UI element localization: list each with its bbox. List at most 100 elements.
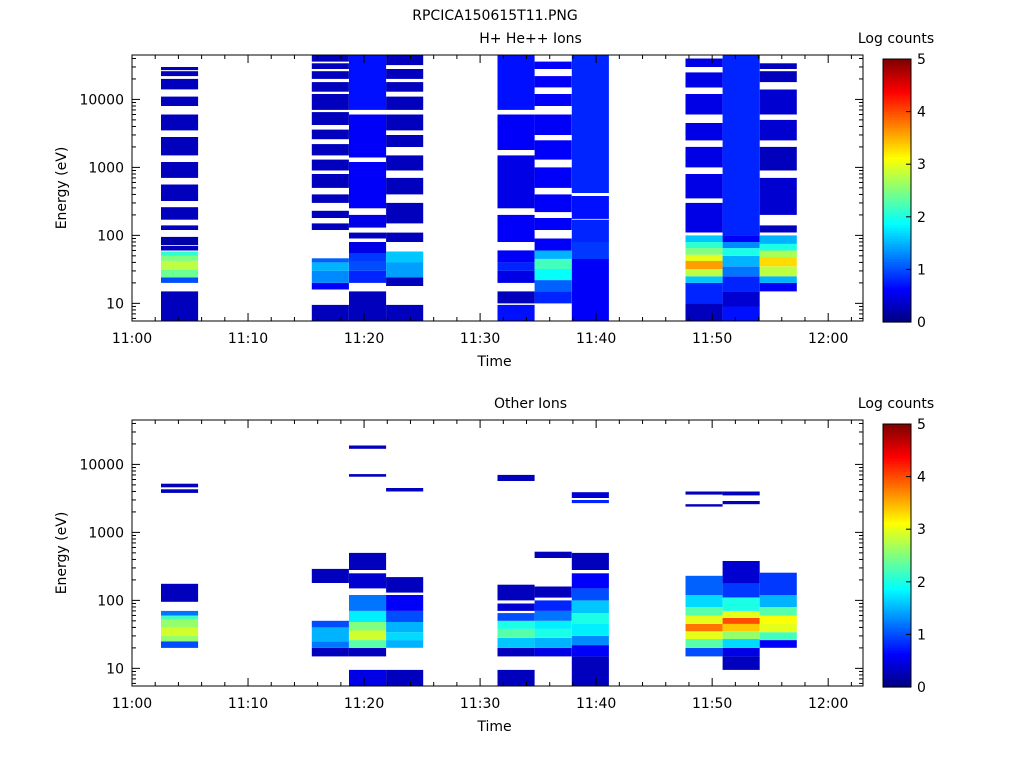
colorbar-swatch bbox=[883, 426, 911, 430]
heatmap-cell bbox=[161, 255, 199, 261]
colorbar-swatch bbox=[883, 293, 911, 297]
heatmap-cell bbox=[161, 78, 199, 90]
heatmap-cell bbox=[161, 635, 199, 642]
heatmap-cell bbox=[571, 600, 609, 614]
colorbar-swatch bbox=[883, 587, 911, 591]
colorbar-swatch bbox=[883, 153, 911, 157]
heatmap-cell bbox=[311, 647, 349, 657]
x-tick-label: 11:00 bbox=[112, 331, 152, 347]
heatmap-cell bbox=[685, 647, 723, 657]
colorbar-swatch bbox=[883, 631, 911, 635]
heatmap-cell bbox=[534, 61, 572, 69]
heatmap-cell bbox=[759, 257, 797, 267]
colorbar-swatch bbox=[883, 500, 911, 504]
panel-1: H+ He++ Ions 11:00 11:10 11:20 11:30 11:40 11:… bbox=[54, 31, 934, 370]
y-tick-label: 100 bbox=[97, 593, 124, 609]
heatmap-cell bbox=[497, 613, 535, 621]
heatmap-cell bbox=[685, 248, 723, 255]
colorbar-swatch bbox=[883, 592, 911, 596]
heatmap-cell bbox=[161, 251, 199, 256]
heatmap-cell bbox=[386, 202, 424, 224]
colorbar-swatch bbox=[883, 114, 911, 118]
colorbar-swatch bbox=[883, 663, 911, 667]
heatmap-cell bbox=[534, 76, 572, 88]
colorbar-swatch bbox=[883, 314, 911, 318]
colorbar-swatch bbox=[883, 547, 911, 551]
heatmap-cell bbox=[311, 568, 349, 583]
heatmap-cell bbox=[161, 71, 199, 77]
colorbar-swatch bbox=[883, 568, 911, 572]
heatmap-cell bbox=[722, 583, 760, 598]
colorbar-swatch bbox=[883, 489, 911, 493]
x-axis-label: Time bbox=[476, 354, 511, 370]
x-tick-label: 11:20 bbox=[344, 696, 384, 712]
colorbar-swatch bbox=[883, 177, 911, 181]
colorbar-swatch bbox=[883, 111, 911, 115]
heatmap-cell bbox=[311, 55, 349, 62]
colorbar-tick-label: 4 bbox=[917, 470, 926, 486]
colorbar-swatch bbox=[883, 558, 911, 562]
heatmap-cell bbox=[386, 155, 424, 171]
heatmap-cell bbox=[497, 584, 535, 601]
y-tick-label: 10 bbox=[106, 661, 124, 677]
y-tick-label: 10 bbox=[106, 296, 124, 312]
colorbar-swatch bbox=[883, 164, 911, 168]
heatmap-cell bbox=[497, 250, 535, 263]
colorbar-swatch bbox=[883, 122, 911, 126]
colorbar-swatch bbox=[883, 261, 911, 265]
heatmap-cell bbox=[685, 595, 723, 607]
colorbar-swatch bbox=[883, 245, 911, 249]
colorbar-swatch bbox=[883, 634, 911, 638]
figure-title: RPCICA150615T11.PNG bbox=[412, 8, 577, 24]
colorbar-swatch bbox=[883, 479, 911, 483]
colorbar-swatch bbox=[883, 308, 911, 313]
colorbar-swatch bbox=[883, 224, 911, 228]
colorbar-swatch bbox=[883, 629, 911, 633]
heatmap-cell bbox=[349, 669, 387, 686]
colorbar-swatch bbox=[883, 201, 911, 205]
heatmap-cell bbox=[685, 607, 723, 616]
colorbar-swatch bbox=[883, 172, 911, 176]
colorbar-swatch bbox=[883, 250, 911, 255]
x-tick-label: 11:10 bbox=[228, 696, 268, 712]
heatmap-cell bbox=[571, 492, 609, 498]
colorbar-swatch bbox=[883, 523, 911, 528]
heatmap-cell bbox=[497, 155, 535, 209]
heatmap-cell bbox=[759, 595, 797, 607]
heatmap-cell bbox=[497, 304, 535, 321]
heatmap-cell bbox=[497, 603, 535, 611]
heatmap-cell bbox=[349, 253, 387, 261]
heatmap-cell bbox=[685, 202, 723, 233]
heatmap-cell bbox=[685, 282, 723, 304]
colorbar-swatch bbox=[883, 240, 911, 244]
heatmap-cell bbox=[759, 177, 797, 215]
heatmap-cell bbox=[386, 669, 424, 686]
heatmap-cell bbox=[685, 235, 723, 242]
colorbar-swatch bbox=[883, 264, 911, 268]
colorbar-swatch bbox=[883, 161, 911, 165]
heatmap-cell bbox=[161, 225, 199, 230]
heatmap-cell bbox=[759, 146, 797, 171]
heatmap-cell bbox=[685, 575, 723, 595]
y-tick-label: 10000 bbox=[79, 92, 124, 108]
heatmap-cell bbox=[161, 162, 199, 178]
heatmap-cell bbox=[534, 600, 572, 611]
heatmap-cell bbox=[685, 94, 723, 115]
colorbar-swatch bbox=[883, 476, 911, 480]
heatmap-cell bbox=[349, 610, 387, 622]
heatmap-cell bbox=[534, 218, 572, 230]
colorbar-swatch bbox=[883, 279, 911, 284]
heatmap-cell bbox=[534, 258, 572, 269]
colorbar-swatch bbox=[883, 140, 911, 144]
heatmap-cell bbox=[685, 303, 723, 321]
panels: H+ He++ Ions 11:00 11:10 11:20 11:30 11:40 11:… bbox=[54, 31, 934, 735]
heatmap-cell bbox=[386, 114, 424, 131]
heatmap-cell bbox=[534, 280, 572, 292]
heatmap-cell bbox=[161, 615, 199, 620]
colorbar-swatch bbox=[883, 468, 911, 472]
colorbar-swatch bbox=[883, 526, 911, 530]
colorbar-swatch bbox=[883, 108, 911, 113]
colorbar-swatch bbox=[883, 529, 911, 533]
colorbar-swatch bbox=[883, 269, 911, 273]
heatmap-cell bbox=[534, 291, 572, 304]
